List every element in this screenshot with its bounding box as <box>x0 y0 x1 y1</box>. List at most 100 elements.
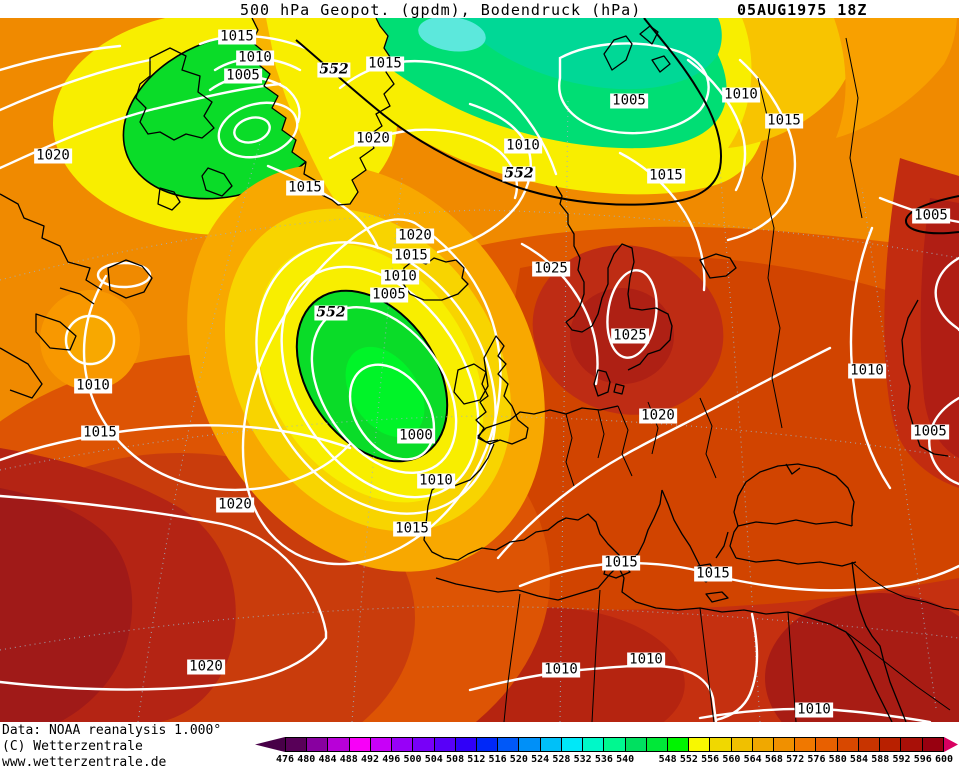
colorbar-tick-label: 512 <box>467 754 486 765</box>
colorbar-cell <box>455 738 477 751</box>
pressure-label: 1020 <box>34 147 72 164</box>
pressure-label: 1020 <box>216 496 254 513</box>
pressure-label: 1005 <box>610 92 648 109</box>
map-label-layer: 1015 1010 1005 552 1015 1020 1010 552 1015 1005 10… <box>0 18 959 722</box>
colorbar-cell <box>837 738 859 751</box>
colorbar-cell <box>434 738 456 751</box>
colorbar-tick-label: 536 <box>594 754 613 765</box>
colorbar-left-arrow <box>255 737 285 752</box>
colorbar-tick-label: 496 <box>382 754 401 765</box>
colorbar-right-arrow <box>944 737 958 752</box>
colorbar-cell <box>731 738 753 751</box>
website-text: www.wetterzentrale.de <box>2 755 167 770</box>
pressure-label: 1005 <box>370 286 408 303</box>
coastlines <box>0 18 949 722</box>
pressure-label: 1020 <box>187 658 225 675</box>
pressure-label: 1020 <box>354 130 392 147</box>
pressure-label: 1010 <box>627 651 665 668</box>
colorbar-tick-label: 564 <box>743 754 762 765</box>
pressure-label: 1015 <box>81 424 119 441</box>
country-borders <box>503 37 959 722</box>
colorbar-cell <box>561 738 584 751</box>
colorbar-cells <box>285 737 944 752</box>
pressure-label: 1010 <box>236 49 274 66</box>
colorbar-cell <box>519 738 541 751</box>
colorbar-cell <box>392 738 414 751</box>
colorbar-tick-label: 488 <box>339 754 358 765</box>
pressure-label: 1015 <box>286 179 324 196</box>
map-title: 500 hPa Geopot. (gpdm), Bodendruck (hPa) <box>240 1 642 19</box>
pressure-label: 1015 <box>602 554 640 571</box>
colorbar-tick-label: 516 <box>488 754 507 765</box>
geopotential-contours <box>295 18 959 235</box>
colorbar-cell <box>710 738 732 751</box>
pressure-label: 1005 <box>224 67 262 84</box>
pressure-label: 1000 <box>397 427 435 444</box>
pressure-label: 1010 <box>542 661 580 678</box>
colorbar-cell <box>795 738 817 751</box>
colorbar-tick-label: 568 <box>764 754 783 765</box>
colorbar-cell <box>583 738 605 751</box>
colorbar-tick-label: 552 <box>679 754 698 765</box>
pressure-label: 1015 <box>366 55 404 72</box>
colorbar-tick-label: 592 <box>892 754 911 765</box>
pressure-label: 1015 <box>694 565 732 582</box>
colorbar-tick-label: 492 <box>361 754 380 765</box>
colorbar-cell <box>604 738 626 751</box>
colorbar-tick-label: 588 <box>871 754 890 765</box>
pressure-label: 1010 <box>381 268 419 285</box>
pressure-label: 1015 <box>765 112 803 129</box>
pressure-label: 1005 <box>911 423 949 440</box>
pressure-label: 1010 <box>795 701 833 718</box>
geopotential-label: 552 <box>317 61 351 78</box>
colorbar-cell <box>922 738 943 751</box>
colorbar-tick-label: 520 <box>509 754 528 765</box>
colorbar-cell <box>540 738 562 751</box>
colorbar-cell <box>349 738 371 751</box>
map-canvas: 1015 1010 1005 552 1015 1020 1010 552 1015 1005 10… <box>0 18 959 722</box>
colorbar-tick-label: 480 <box>297 754 316 765</box>
pressure-label: 1015 <box>218 28 256 45</box>
colorbar-cell <box>286 738 308 751</box>
colorbar-tick-label: 524 <box>531 754 550 765</box>
colorbar-tick-label: 580 <box>828 754 847 765</box>
map-footer: Data: NOAA reanalysis 1.000° (C) Wetterz… <box>0 722 959 770</box>
colorbar-cell <box>370 738 393 751</box>
colorbar-tick-label: 548 <box>658 754 677 765</box>
colorbar-cell <box>646 738 668 751</box>
colorbar-tick-label: 540 <box>616 754 635 765</box>
pressure-label: 1010 <box>74 377 112 394</box>
colorbar-tick-label: 584 <box>849 754 868 765</box>
pressure-label: 1020 <box>639 407 677 424</box>
colorbar-tick-label: 508 <box>446 754 465 765</box>
pressure-label: 1010 <box>722 86 760 103</box>
map-header: 500 hPa Geopot. (gpdm), Bodendruck (hPa)… <box>0 0 959 19</box>
colorbar-cell <box>476 738 499 751</box>
colorbar-tick-label: 532 <box>573 754 592 765</box>
pressure-label: 1010 <box>417 472 455 489</box>
colorbar-cell <box>880 738 902 751</box>
pressure-label: 1010 <box>504 137 542 154</box>
colorbar-cell <box>498 738 520 751</box>
pressure-label: 1015 <box>392 247 430 264</box>
colorbar-tick-label: 560 <box>722 754 741 765</box>
colorbar-cell <box>752 738 775 751</box>
colorbar-tick-label: 504 <box>424 754 443 765</box>
geopotential-label: 552 <box>502 165 536 182</box>
colorbar-tick-label: 484 <box>318 754 337 765</box>
copyright-text: (C) Wetterzentrale <box>2 739 143 754</box>
colorbar-cell <box>328 738 350 751</box>
pressure-label: 1020 <box>396 227 434 244</box>
colorbar-cell <box>413 738 435 751</box>
colorbar-cell <box>667 738 690 751</box>
map-graphics <box>0 18 959 722</box>
data-source-text: Data: NOAA reanalysis 1.000° <box>2 723 222 738</box>
colorbar: 476 480 484 488 492 496 500 504 508 512 516 520 524 5… <box>255 737 958 769</box>
pressure-label: 1015 <box>393 520 431 537</box>
colorbar-tick-label: 576 <box>807 754 826 765</box>
colorbar-cell <box>625 738 647 751</box>
colorbar-cell <box>774 738 796 751</box>
colorbar-cell <box>816 738 838 751</box>
colorbar-cell <box>858 738 881 751</box>
